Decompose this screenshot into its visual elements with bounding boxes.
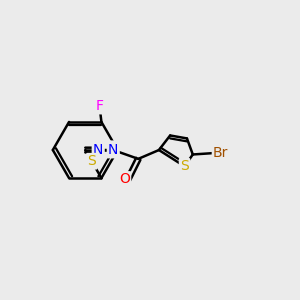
Text: H: H xyxy=(109,142,117,152)
Text: S: S xyxy=(87,154,96,168)
Text: Br: Br xyxy=(213,146,229,160)
Text: N: N xyxy=(108,143,119,157)
Text: S: S xyxy=(180,159,189,173)
Text: O: O xyxy=(119,172,130,187)
Text: F: F xyxy=(96,99,104,113)
Text: N: N xyxy=(93,143,104,157)
